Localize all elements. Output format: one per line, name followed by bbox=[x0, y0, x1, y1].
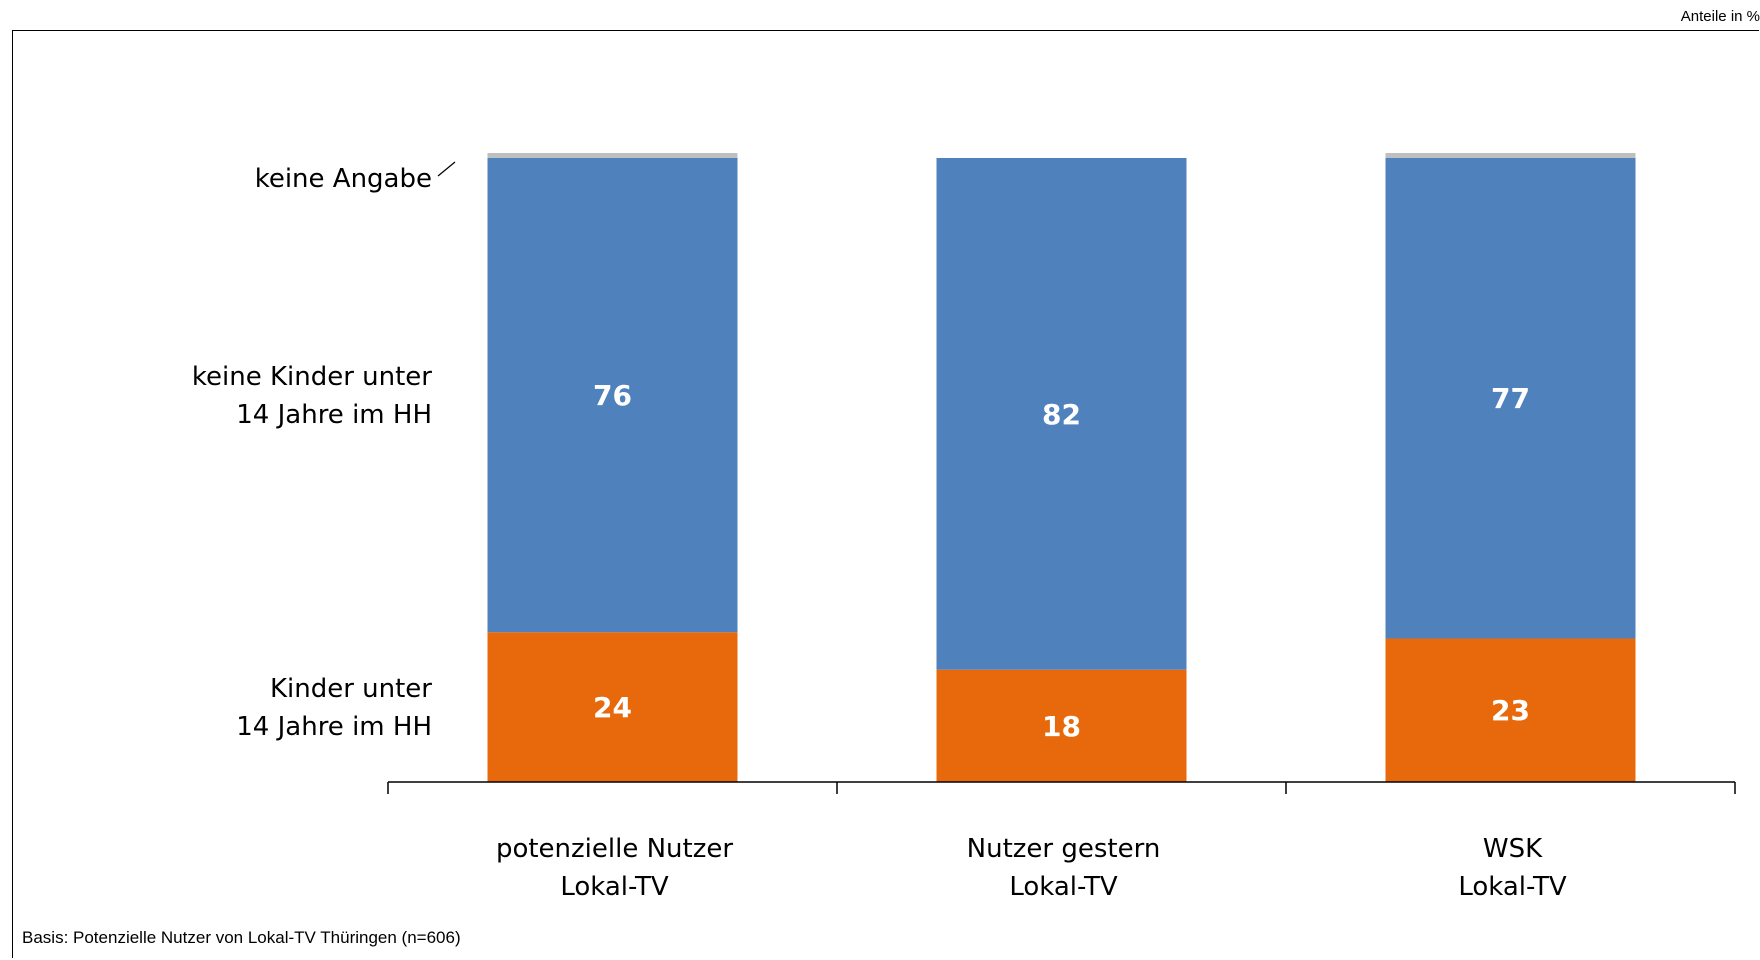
data-label-3-1: 23 bbox=[1491, 694, 1530, 727]
segment-labels-group: 24 76 18 82 23 77 bbox=[593, 379, 1530, 743]
category-label-1-1: potenzielle Nutzer bbox=[496, 834, 733, 864]
data-label-2-1: 18 bbox=[1042, 710, 1081, 743]
bar-segment-1-2 bbox=[487, 158, 738, 633]
data-label-2-2: 82 bbox=[1042, 398, 1081, 431]
bar-segment-3-2 bbox=[1385, 158, 1636, 639]
category-label-3-1: WSK bbox=[1483, 834, 1543, 864]
bar-segment-1-1 bbox=[487, 632, 738, 782]
category-labels-group: potenzielle Nutzer Lokal-TV Nutzer gestern… bbox=[496, 834, 1567, 902]
series-label-1-1: Kinder unter bbox=[270, 674, 432, 704]
bars-group bbox=[487, 153, 1636, 782]
series-label-2-1: keine Kinder unter bbox=[192, 362, 432, 392]
category-label-2-2: Lokal-TV bbox=[1009, 872, 1118, 902]
bar-segment-2-2 bbox=[936, 158, 1187, 670]
leader-line-keine-angabe bbox=[437, 161, 456, 177]
data-label-1-2: 76 bbox=[593, 379, 632, 412]
bar-segment-1-3 bbox=[487, 153, 738, 158]
series-label-2-2: 14 Jahre im HH bbox=[236, 400, 432, 430]
unit-note: Anteile in % bbox=[1680, 8, 1760, 25]
category-label-1-2: Lokal-TV bbox=[560, 872, 669, 902]
data-label-1-1: 24 bbox=[593, 691, 632, 724]
chart-frame bbox=[12, 30, 1759, 958]
x-axis bbox=[387, 781, 1736, 794]
bar-segment-2-1 bbox=[936, 669, 1187, 782]
bar-segment-3-1 bbox=[1385, 638, 1636, 782]
bar-segment-3-3 bbox=[1385, 153, 1636, 158]
series-label-1-2: 14 Jahre im HH bbox=[236, 712, 432, 742]
series-label-3-1: keine Angabe bbox=[255, 164, 432, 194]
footnote: Basis: Potenzielle Nutzer von Lokal-TV T… bbox=[22, 928, 461, 947]
category-label-3-2: Lokal-TV bbox=[1458, 872, 1567, 902]
data-label-3-2: 77 bbox=[1491, 382, 1530, 415]
row-labels-group: Kinder unter 14 Jahre im HH keine Kinder u… bbox=[192, 161, 456, 742]
category-label-2-1: Nutzer gestern bbox=[967, 834, 1161, 864]
